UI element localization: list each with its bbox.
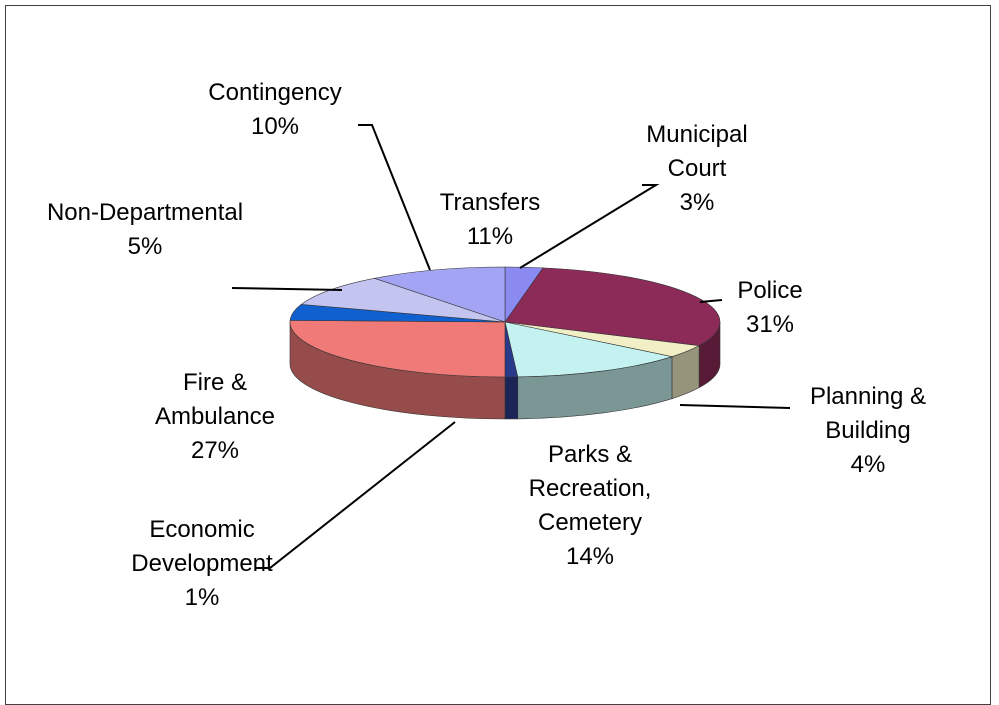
chart	[231, 124, 791, 569]
category-name: Economic Development	[131, 516, 273, 577]
pie-slice	[373, 266, 506, 323]
slice-label: Planning & Building 4%	[783, 380, 953, 482]
value-label: 11%	[466, 223, 514, 250]
page: {"chart_data": {"type": "pie3d", "catego…	[5, 5, 991, 705]
slice-label: Non-Departmental 5%	[45, 196, 245, 264]
value-label: 4%	[850, 451, 886, 478]
leader-line	[358, 124, 431, 271]
slice-label: Parks & Recreation, Cemetery 14%	[500, 438, 680, 574]
slice-label: Transfers 11%	[410, 186, 570, 254]
value-label: 27%	[190, 437, 240, 464]
pie-slice-side	[504, 376, 519, 420]
value-label: 31%	[745, 311, 795, 338]
leader-line	[699, 299, 723, 303]
category-name: Police	[737, 277, 803, 304]
slice-label: Economic Development 1%	[97, 513, 307, 615]
value-label: 14%	[565, 543, 615, 570]
leader-line	[231, 287, 343, 291]
leader-line	[255, 421, 456, 569]
category-name: Non-Departmental	[46, 199, 244, 226]
category-name: Municipal Court	[646, 121, 748, 182]
leader-line	[679, 404, 791, 409]
category-name: Fire & Ambulance	[154, 369, 276, 430]
pie-slice	[289, 320, 506, 378]
pie-slice	[504, 267, 721, 346]
pie-slice	[504, 321, 674, 378]
value-label: 5%	[127, 233, 163, 260]
slice-label: Municipal Court 3%	[627, 118, 767, 220]
category-name: Parks & Recreation, Cemetery	[528, 441, 652, 536]
slice-label: Police 31%	[710, 274, 830, 342]
category-name: Planning & Building	[809, 383, 927, 444]
value-label: 3%	[679, 189, 715, 216]
category-name: Contingency	[208, 79, 342, 106]
value-label: 10%	[250, 113, 300, 140]
slice-label: Fire & Ambulance 27%	[128, 366, 303, 468]
value-label: 1%	[184, 584, 220, 611]
slice-label: Contingency 10%	[175, 76, 375, 144]
category-name: Transfers	[439, 189, 541, 216]
leader-line	[519, 184, 660, 269]
leader-lines	[231, 124, 791, 569]
